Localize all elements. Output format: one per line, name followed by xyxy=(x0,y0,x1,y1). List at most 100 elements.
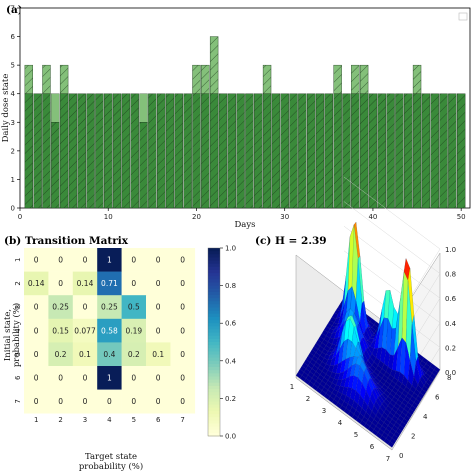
bar-hatch xyxy=(245,93,254,208)
heatmap-value: 0 xyxy=(34,256,39,265)
heatmap-value: 0.58 xyxy=(101,326,118,335)
colorbar-step xyxy=(208,357,220,362)
heatmap-cell xyxy=(170,248,196,272)
colorbar-step xyxy=(208,423,220,428)
heatmap-cell xyxy=(146,389,171,414)
heatmap-cell xyxy=(146,318,171,343)
heatmap-value: 0 xyxy=(156,279,161,288)
heatmap-value: 0 xyxy=(107,397,112,406)
colorbar-step xyxy=(208,432,220,437)
y-tick-label: 6 xyxy=(11,33,16,41)
bar-hatch xyxy=(227,93,236,208)
heatmap-value: 0 xyxy=(34,350,39,359)
x-tick-label: 5 xyxy=(132,416,136,424)
colorbar-step xyxy=(208,363,220,368)
heatmap-value: 0 xyxy=(180,303,185,312)
heatmap-value: 0 xyxy=(180,256,185,265)
heatmap-value: 0 xyxy=(83,374,88,383)
x-tick-label: 2 xyxy=(306,395,310,403)
heatmap-cell xyxy=(97,342,122,367)
panel-b-xlabel-line1: Target state xyxy=(85,452,137,462)
x-tick-label: 7 xyxy=(180,416,184,424)
colorbar-step xyxy=(208,326,220,330)
bar-hatch xyxy=(33,93,42,208)
bar-hatch xyxy=(42,65,51,94)
colorbar-step xyxy=(208,329,220,334)
colorbar-step xyxy=(208,257,220,262)
bar-hatch xyxy=(130,93,139,208)
heatmap-value: 0.5 xyxy=(128,303,140,312)
bar-hatch xyxy=(351,65,360,94)
colorbar-tick-label: 0.8 xyxy=(225,282,236,290)
y-tick-label: 2 xyxy=(14,281,22,285)
colorbar-step xyxy=(208,417,220,421)
colorbar-step xyxy=(208,385,220,390)
x-tick-label: 30 xyxy=(280,213,289,221)
heatmap-value: 0 xyxy=(34,374,39,383)
panel-a-plot-area xyxy=(19,7,471,209)
heatmap-value: 0 xyxy=(83,256,88,265)
bar-hatch xyxy=(368,93,377,208)
colorbar-step xyxy=(208,351,220,356)
bar-hatch xyxy=(86,93,95,208)
heatmap-value: 0.1 xyxy=(79,350,91,359)
heatmap-value: 0 xyxy=(156,256,161,265)
z-tick-label: 0.8 xyxy=(445,271,456,279)
bar-hatch xyxy=(271,93,280,208)
x-tick-label: 4 xyxy=(338,419,343,427)
heatmap-value: 1 xyxy=(107,374,112,383)
bar-hatch xyxy=(24,65,33,94)
bar-hatch xyxy=(192,93,201,208)
heatmap-cell xyxy=(48,318,74,343)
y-tick-label: 0 xyxy=(11,205,15,213)
colorbar-step xyxy=(208,269,220,274)
bar-hatch xyxy=(210,93,219,208)
colorbar-step xyxy=(208,282,220,287)
y-tick-label: 4 xyxy=(423,413,428,421)
heatmap-value: 0 xyxy=(131,397,136,406)
z-tick-label: 0.4 xyxy=(445,320,457,328)
heatmap-value: 0.14 xyxy=(28,279,45,288)
heatmap-cell xyxy=(24,248,49,272)
y-tick-label: 5 xyxy=(11,62,15,70)
heatmap-value: 0 xyxy=(58,279,63,288)
heatmap-cell xyxy=(97,248,122,272)
bar-hatch xyxy=(457,93,466,208)
x-tick-label: 5 xyxy=(354,431,358,439)
x-tick-label: 6 xyxy=(156,416,161,424)
bar-hatch xyxy=(377,93,386,208)
y-tick-label: 6 xyxy=(435,394,440,402)
heatmap-value: 0.2 xyxy=(128,350,140,359)
colorbar-step xyxy=(208,288,220,293)
x-tick-label: 20 xyxy=(192,213,201,221)
heatmap-cell xyxy=(24,295,49,320)
y-tick-label: 2 xyxy=(411,433,415,441)
heatmap-value: 0 xyxy=(83,303,88,312)
bar-hatch xyxy=(192,65,201,94)
panel-a-ylabel: Daily dose state xyxy=(1,74,11,143)
bar-hatch xyxy=(324,93,333,208)
x-tick-label: 3 xyxy=(322,407,326,415)
bar-hatch xyxy=(51,122,60,208)
colorbar-step xyxy=(208,376,220,381)
bar-hatch xyxy=(439,93,448,208)
heatmap-value: 0 xyxy=(34,326,39,335)
z-tick-label: 0.2 xyxy=(445,344,456,352)
heatmap-value: 0.19 xyxy=(125,326,142,335)
panel-b-label: (b) Transition Matrix xyxy=(4,235,129,247)
colorbar-step xyxy=(208,367,220,371)
heatmap-value: 0 xyxy=(58,256,63,265)
heatmap-value: 0 xyxy=(180,350,185,359)
bar-hatch xyxy=(60,93,69,208)
panel-b-heatmap: (b) Transition Matrix 0 0 0 1 0 0 00.14 0 0.14 0.… xyxy=(3,235,237,472)
colorbar-step xyxy=(208,395,220,399)
colorbar-step xyxy=(208,379,220,384)
colorbar-step xyxy=(208,279,220,283)
colorbar-step xyxy=(208,373,220,377)
colorbar-step xyxy=(208,310,220,315)
colorbar-step xyxy=(208,398,220,403)
bar-hatch xyxy=(183,93,192,208)
heatmap-value: 0 xyxy=(34,397,39,406)
heatmap-cell xyxy=(24,318,49,343)
